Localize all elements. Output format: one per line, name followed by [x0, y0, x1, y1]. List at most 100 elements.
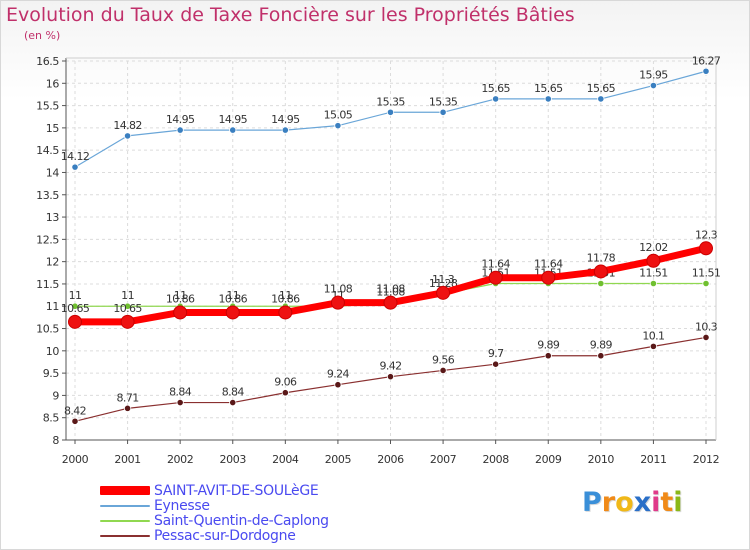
y-tick-label: 9 [52, 389, 59, 402]
data-point-eynesse [123, 132, 132, 140]
data-point-eynesse [439, 108, 447, 116]
data-label-pessac-sur-dordogne: 9.7 [488, 347, 504, 360]
data-point-saint-quentin-de-caplong [649, 279, 658, 288]
y-tick-label: 13 [46, 211, 60, 224]
data-point-eynesse [229, 126, 237, 134]
data-point-eynesse [597, 95, 605, 103]
y-tick-label: 13.5 [36, 189, 59, 202]
x-tick-label: 2007 [430, 453, 457, 466]
y-tick-label: 14.5 [36, 144, 59, 157]
y-tick-label: 12 [46, 256, 59, 269]
x-tick-label: 2002 [167, 453, 193, 466]
data-point-pessac-sur-dordogne [649, 342, 658, 350]
data-point-saint-avit-de-soul-ge [330, 295, 345, 310]
legend-label: Pessac-sur-Dordogne [154, 527, 296, 544]
data-label-eynesse: 15.35 [376, 95, 405, 108]
data-label-saint-quentin-de-caplong: 11 [69, 289, 82, 302]
data-label-saint-quentin-de-caplong: 11.51 [692, 266, 721, 279]
logo-letter: r [601, 487, 616, 518]
legend-swatch [100, 534, 150, 537]
x-tick-label: 2001 [114, 453, 140, 466]
data-label-eynesse: 14.95 [166, 113, 195, 126]
logo-letter: o [615, 487, 634, 518]
x-tick-label: 2005 [325, 453, 352, 466]
legend-item: Saint-Quentin-de-Caplong [100, 512, 329, 529]
data-point-eynesse [386, 108, 395, 116]
legend-item: Eynesse [100, 498, 329, 514]
data-label-eynesse: 15.35 [429, 95, 458, 108]
data-label-pessac-sur-dordogne: 8.71 [117, 391, 139, 404]
data-label-saint-avit-de-soul-ge: 10.86 [166, 292, 195, 305]
legend-swatch [100, 486, 150, 495]
data-point-eynesse [649, 81, 658, 90]
data-point-pessac-sur-dordogne [544, 352, 552, 360]
legend: SAINT-AVIT-DE-SOULèGE Eynesse Saint-Quenti… [100, 483, 329, 544]
data-label-saint-avit-de-soul-ge: 11.3 [432, 273, 455, 286]
data-point-pessac-sur-dordogne [176, 398, 184, 407]
data-label-pessac-sur-dordogne: 8.84 [222, 386, 245, 399]
x-tick-label: 2000 [62, 453, 89, 466]
y-tick-label: 16.5 [36, 55, 59, 68]
x-tick-label: 2003 [220, 453, 247, 466]
data-label-eynesse: 16.27 [692, 54, 721, 67]
data-point-saint-quentin-de-caplong [597, 279, 605, 288]
proxiti-logo: Proxiti [582, 487, 683, 518]
data-point-saint-avit-de-soul-ge [699, 241, 713, 256]
x-tick-label: 2012 [693, 453, 719, 466]
data-label-pessac-sur-dordogne: 9.89 [537, 339, 560, 352]
data-point-saint-avit-de-soul-ge [646, 253, 661, 268]
data-label-saint-quentin-de-caplong: 11.28 [429, 277, 458, 290]
legend-swatch [100, 504, 150, 507]
data-label-eynesse: 15.95 [639, 69, 668, 82]
data-label-saint-quentin-de-caplong: 11.08 [376, 286, 405, 299]
logo-letter: i [651, 487, 661, 518]
logo-letter: i [673, 487, 683, 518]
y-tick-label: 15.5 [36, 100, 59, 113]
y-tick-label: 16 [46, 77, 60, 90]
logo-letter: P [582, 487, 602, 518]
y-tick-label: 10.5 [36, 323, 59, 336]
y-tick-label: 15 [46, 122, 60, 135]
data-label-saint-avit-de-soul-ge: 12.3 [695, 228, 718, 241]
data-label-pessac-sur-dordogne: 10.1 [642, 329, 664, 342]
data-point-saint-avit-de-soul-ge [593, 264, 608, 279]
data-label-saint-avit-de-soul-ge: 11.08 [376, 283, 405, 296]
data-label-pessac-sur-dordogne: 8.42 [64, 404, 86, 417]
data-label-saint-avit-de-soul-ge: 11.64 [534, 258, 563, 271]
data-label-pessac-sur-dordogne: 8.84 [169, 386, 192, 399]
data-point-saint-avit-de-soul-ge [278, 305, 293, 320]
y-tick-label: 11 [46, 300, 59, 313]
data-label-saint-quentin-de-caplong: 11.51 [639, 266, 668, 279]
data-point-saint-quentin-de-caplong [71, 302, 79, 310]
data-point-saint-avit-de-soul-ge [488, 270, 503, 285]
x-tick-label: 2010 [588, 453, 615, 466]
data-point-eynesse [702, 67, 710, 75]
data-label-pessac-sur-dordogne: 9.06 [274, 376, 297, 389]
data-point-pessac-sur-dordogne [386, 373, 395, 381]
y-tick-label: 8.5 [43, 412, 60, 425]
data-label-pessac-sur-dordogne: 9.89 [590, 339, 613, 352]
unit-label: (en %) [24, 29, 61, 42]
y-tick-label: 10 [46, 345, 60, 358]
data-label-saint-avit-de-soul-ge: 10.65 [113, 302, 142, 315]
y-tick-label: 14 [46, 166, 60, 179]
data-point-pessac-sur-dordogne [71, 417, 79, 425]
data-label-saint-avit-de-soul-ge: 11.64 [481, 258, 510, 271]
data-label-saint-avit-de-soul-ge: 11.78 [587, 251, 616, 264]
data-label-saint-avit-de-soul-ge: 12.02 [639, 241, 668, 254]
data-point-saint-avit-de-soul-ge [68, 314, 82, 329]
data-point-saint-avit-de-soul-ge [383, 295, 398, 310]
data-point-saint-avit-de-soul-ge [173, 305, 188, 320]
legend-label: Saint-Quentin-de-Caplong [154, 512, 329, 529]
legend-item: Pessac-sur-Dordogne [100, 527, 329, 544]
data-point-eynesse [176, 126, 184, 134]
data-label-saint-quentin-de-caplong: 11 [226, 289, 239, 302]
data-point-saint-avit-de-soul-ge [436, 285, 451, 300]
x-tick-label: 2006 [377, 453, 404, 466]
data-point-pessac-sur-dordogne [597, 352, 605, 360]
data-point-pessac-sur-dordogne [334, 381, 342, 389]
x-tick-label: 2008 [482, 453, 509, 466]
data-label-eynesse: 15.65 [587, 82, 616, 95]
